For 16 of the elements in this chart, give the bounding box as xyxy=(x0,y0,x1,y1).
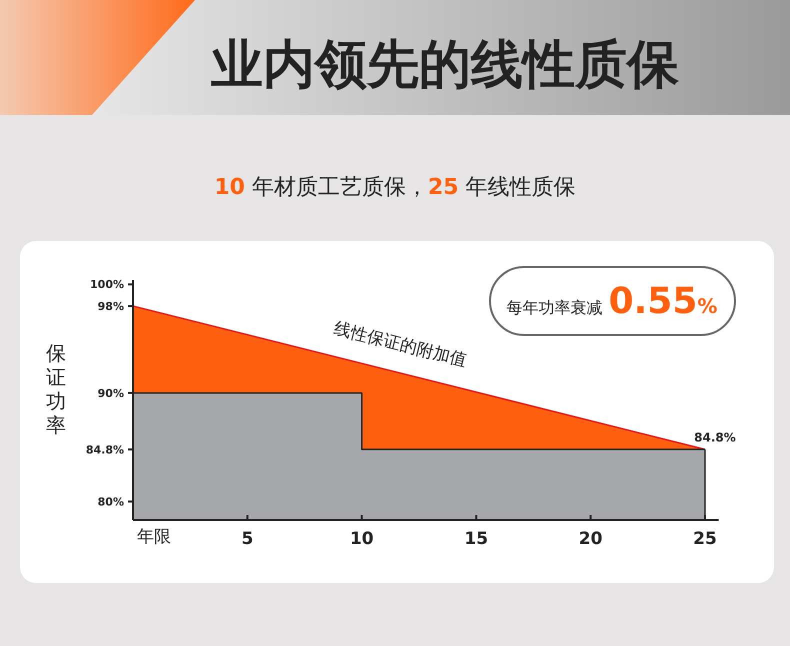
y-tick-label: 100% xyxy=(90,278,124,292)
annotation: 84.8% xyxy=(694,430,736,444)
x-tick-label: 25 xyxy=(693,529,717,549)
y-tick-label: 80% xyxy=(98,495,124,508)
x-axis-title: 年限 xyxy=(137,527,171,547)
y-tick-label: 98% xyxy=(98,300,124,313)
x-tick-label: 15 xyxy=(464,529,488,549)
x-tick-label: 20 xyxy=(578,529,603,549)
annotation: 线性保证的附加值 xyxy=(332,318,469,372)
x-tick-label: 10 xyxy=(350,529,374,549)
y-axis-title: 保证功率 xyxy=(46,341,66,437)
chart-subtitle: 10 年材质工艺质保，25 年线性质保 xyxy=(214,175,576,200)
y-tick-label: 84.8% xyxy=(86,443,124,456)
y-tick-label: 90% xyxy=(98,386,124,400)
x-tick-label: 5 xyxy=(241,529,254,549)
chart-title: 业内领先的线性质保 xyxy=(210,35,680,95)
